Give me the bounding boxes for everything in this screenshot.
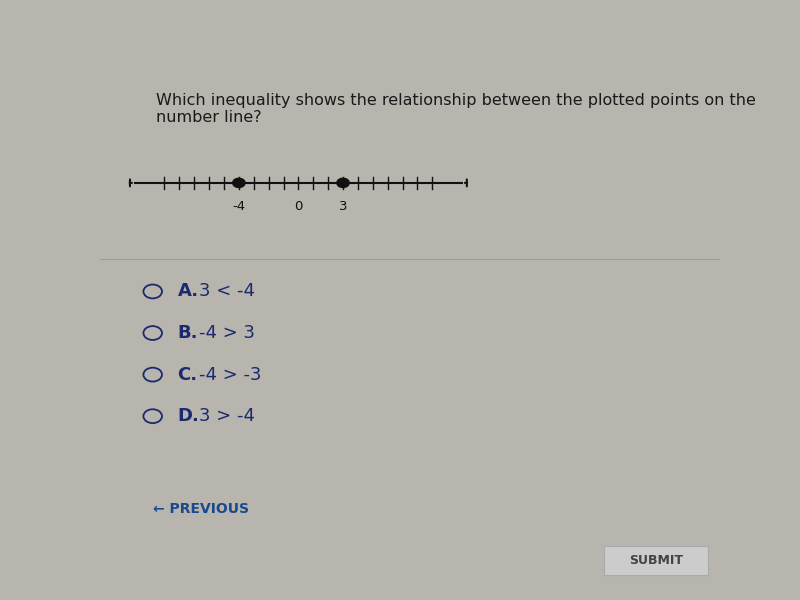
Text: 0: 0: [294, 200, 302, 214]
Circle shape: [337, 178, 350, 187]
Text: Which inequality shows the relationship between the plotted points on the
number: Which inequality shows the relationship …: [156, 93, 756, 125]
Text: ← PREVIOUS: ← PREVIOUS: [153, 502, 249, 515]
Text: 3 < -4: 3 < -4: [199, 283, 255, 301]
Text: -4 > 3: -4 > 3: [199, 324, 255, 342]
Text: A.: A.: [178, 283, 198, 301]
Text: 3: 3: [338, 200, 347, 214]
Text: 3 > -4: 3 > -4: [199, 407, 255, 425]
Circle shape: [233, 178, 245, 187]
Text: SUBMIT: SUBMIT: [629, 554, 683, 567]
Text: -4: -4: [232, 200, 246, 214]
Text: C.: C.: [178, 365, 198, 383]
Text: B.: B.: [178, 324, 198, 342]
Text: D.: D.: [178, 407, 199, 425]
Text: -4 > -3: -4 > -3: [199, 365, 262, 383]
